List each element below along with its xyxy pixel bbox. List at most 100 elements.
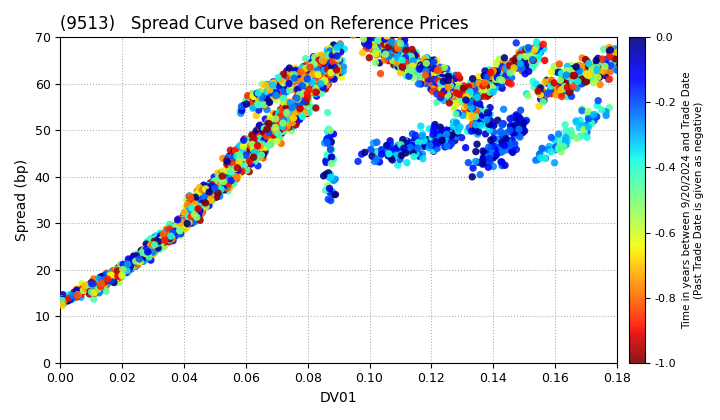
Point — [148, 241, 160, 247]
Point — [246, 140, 257, 147]
Point — [611, 59, 623, 66]
Point — [116, 272, 127, 279]
Point — [174, 223, 185, 230]
Point — [115, 267, 127, 273]
Point — [582, 112, 594, 118]
Point — [329, 64, 341, 71]
Point — [138, 258, 149, 265]
Point — [154, 237, 166, 244]
Point — [128, 262, 140, 269]
Point — [405, 62, 416, 68]
Point — [158, 231, 169, 237]
Point — [233, 168, 245, 175]
Point — [565, 67, 577, 74]
Point — [220, 175, 231, 182]
Point — [86, 284, 98, 291]
Point — [152, 244, 163, 251]
Point — [297, 103, 308, 110]
Point — [86, 281, 97, 288]
Point — [366, 36, 377, 43]
Point — [279, 113, 290, 120]
Point — [248, 145, 259, 152]
Point — [289, 67, 301, 74]
Point — [328, 191, 340, 198]
Point — [556, 148, 567, 155]
Point — [115, 267, 127, 274]
Point — [315, 55, 327, 61]
Point — [140, 248, 152, 255]
Point — [287, 123, 299, 130]
Point — [517, 129, 528, 136]
Point — [402, 48, 414, 55]
Point — [509, 58, 521, 65]
Point — [228, 169, 239, 176]
Point — [312, 58, 323, 65]
Point — [195, 196, 207, 202]
Point — [552, 66, 564, 73]
Point — [301, 100, 312, 107]
Point — [179, 212, 190, 219]
Point — [197, 186, 208, 193]
Point — [252, 101, 264, 108]
Point — [484, 158, 495, 164]
Point — [435, 80, 446, 87]
Point — [212, 175, 224, 182]
Point — [429, 76, 441, 83]
Point — [86, 283, 98, 289]
Point — [145, 250, 156, 257]
Point — [99, 276, 110, 283]
Point — [532, 88, 544, 94]
Point — [503, 137, 514, 144]
Point — [248, 154, 259, 160]
Point — [449, 118, 461, 125]
Point — [116, 273, 127, 280]
Point — [138, 252, 150, 259]
Point — [234, 143, 246, 150]
Point — [256, 152, 267, 158]
Point — [432, 140, 444, 147]
Point — [171, 229, 183, 236]
Point — [131, 259, 143, 266]
Point — [500, 63, 511, 70]
Point — [126, 256, 138, 262]
Point — [210, 193, 221, 199]
Point — [284, 74, 296, 81]
Point — [317, 59, 328, 66]
Point — [321, 81, 333, 88]
Point — [204, 190, 216, 197]
Point — [223, 171, 235, 178]
Point — [117, 268, 129, 274]
Point — [426, 140, 438, 147]
Point — [461, 97, 472, 104]
Point — [198, 193, 210, 200]
Point — [228, 165, 240, 171]
Point — [515, 54, 526, 61]
Point — [406, 46, 418, 53]
Point — [159, 237, 171, 244]
Point — [539, 89, 550, 96]
Point — [416, 68, 428, 74]
Point — [259, 102, 271, 109]
Point — [289, 105, 300, 112]
Point — [270, 81, 282, 88]
Point — [206, 195, 217, 202]
Point — [485, 91, 496, 97]
Point — [288, 102, 300, 109]
Point — [439, 144, 451, 150]
Point — [218, 171, 230, 178]
Point — [238, 163, 250, 169]
Point — [382, 39, 394, 46]
Point — [392, 42, 404, 49]
Point — [137, 258, 148, 265]
Point — [399, 52, 410, 59]
Point — [228, 158, 239, 165]
Point — [318, 60, 330, 66]
Point — [300, 97, 311, 103]
Point — [414, 66, 426, 73]
Point — [460, 89, 472, 96]
Point — [262, 118, 274, 125]
Point — [305, 81, 317, 88]
Point — [395, 59, 407, 66]
Point — [508, 114, 519, 121]
Point — [399, 137, 410, 144]
